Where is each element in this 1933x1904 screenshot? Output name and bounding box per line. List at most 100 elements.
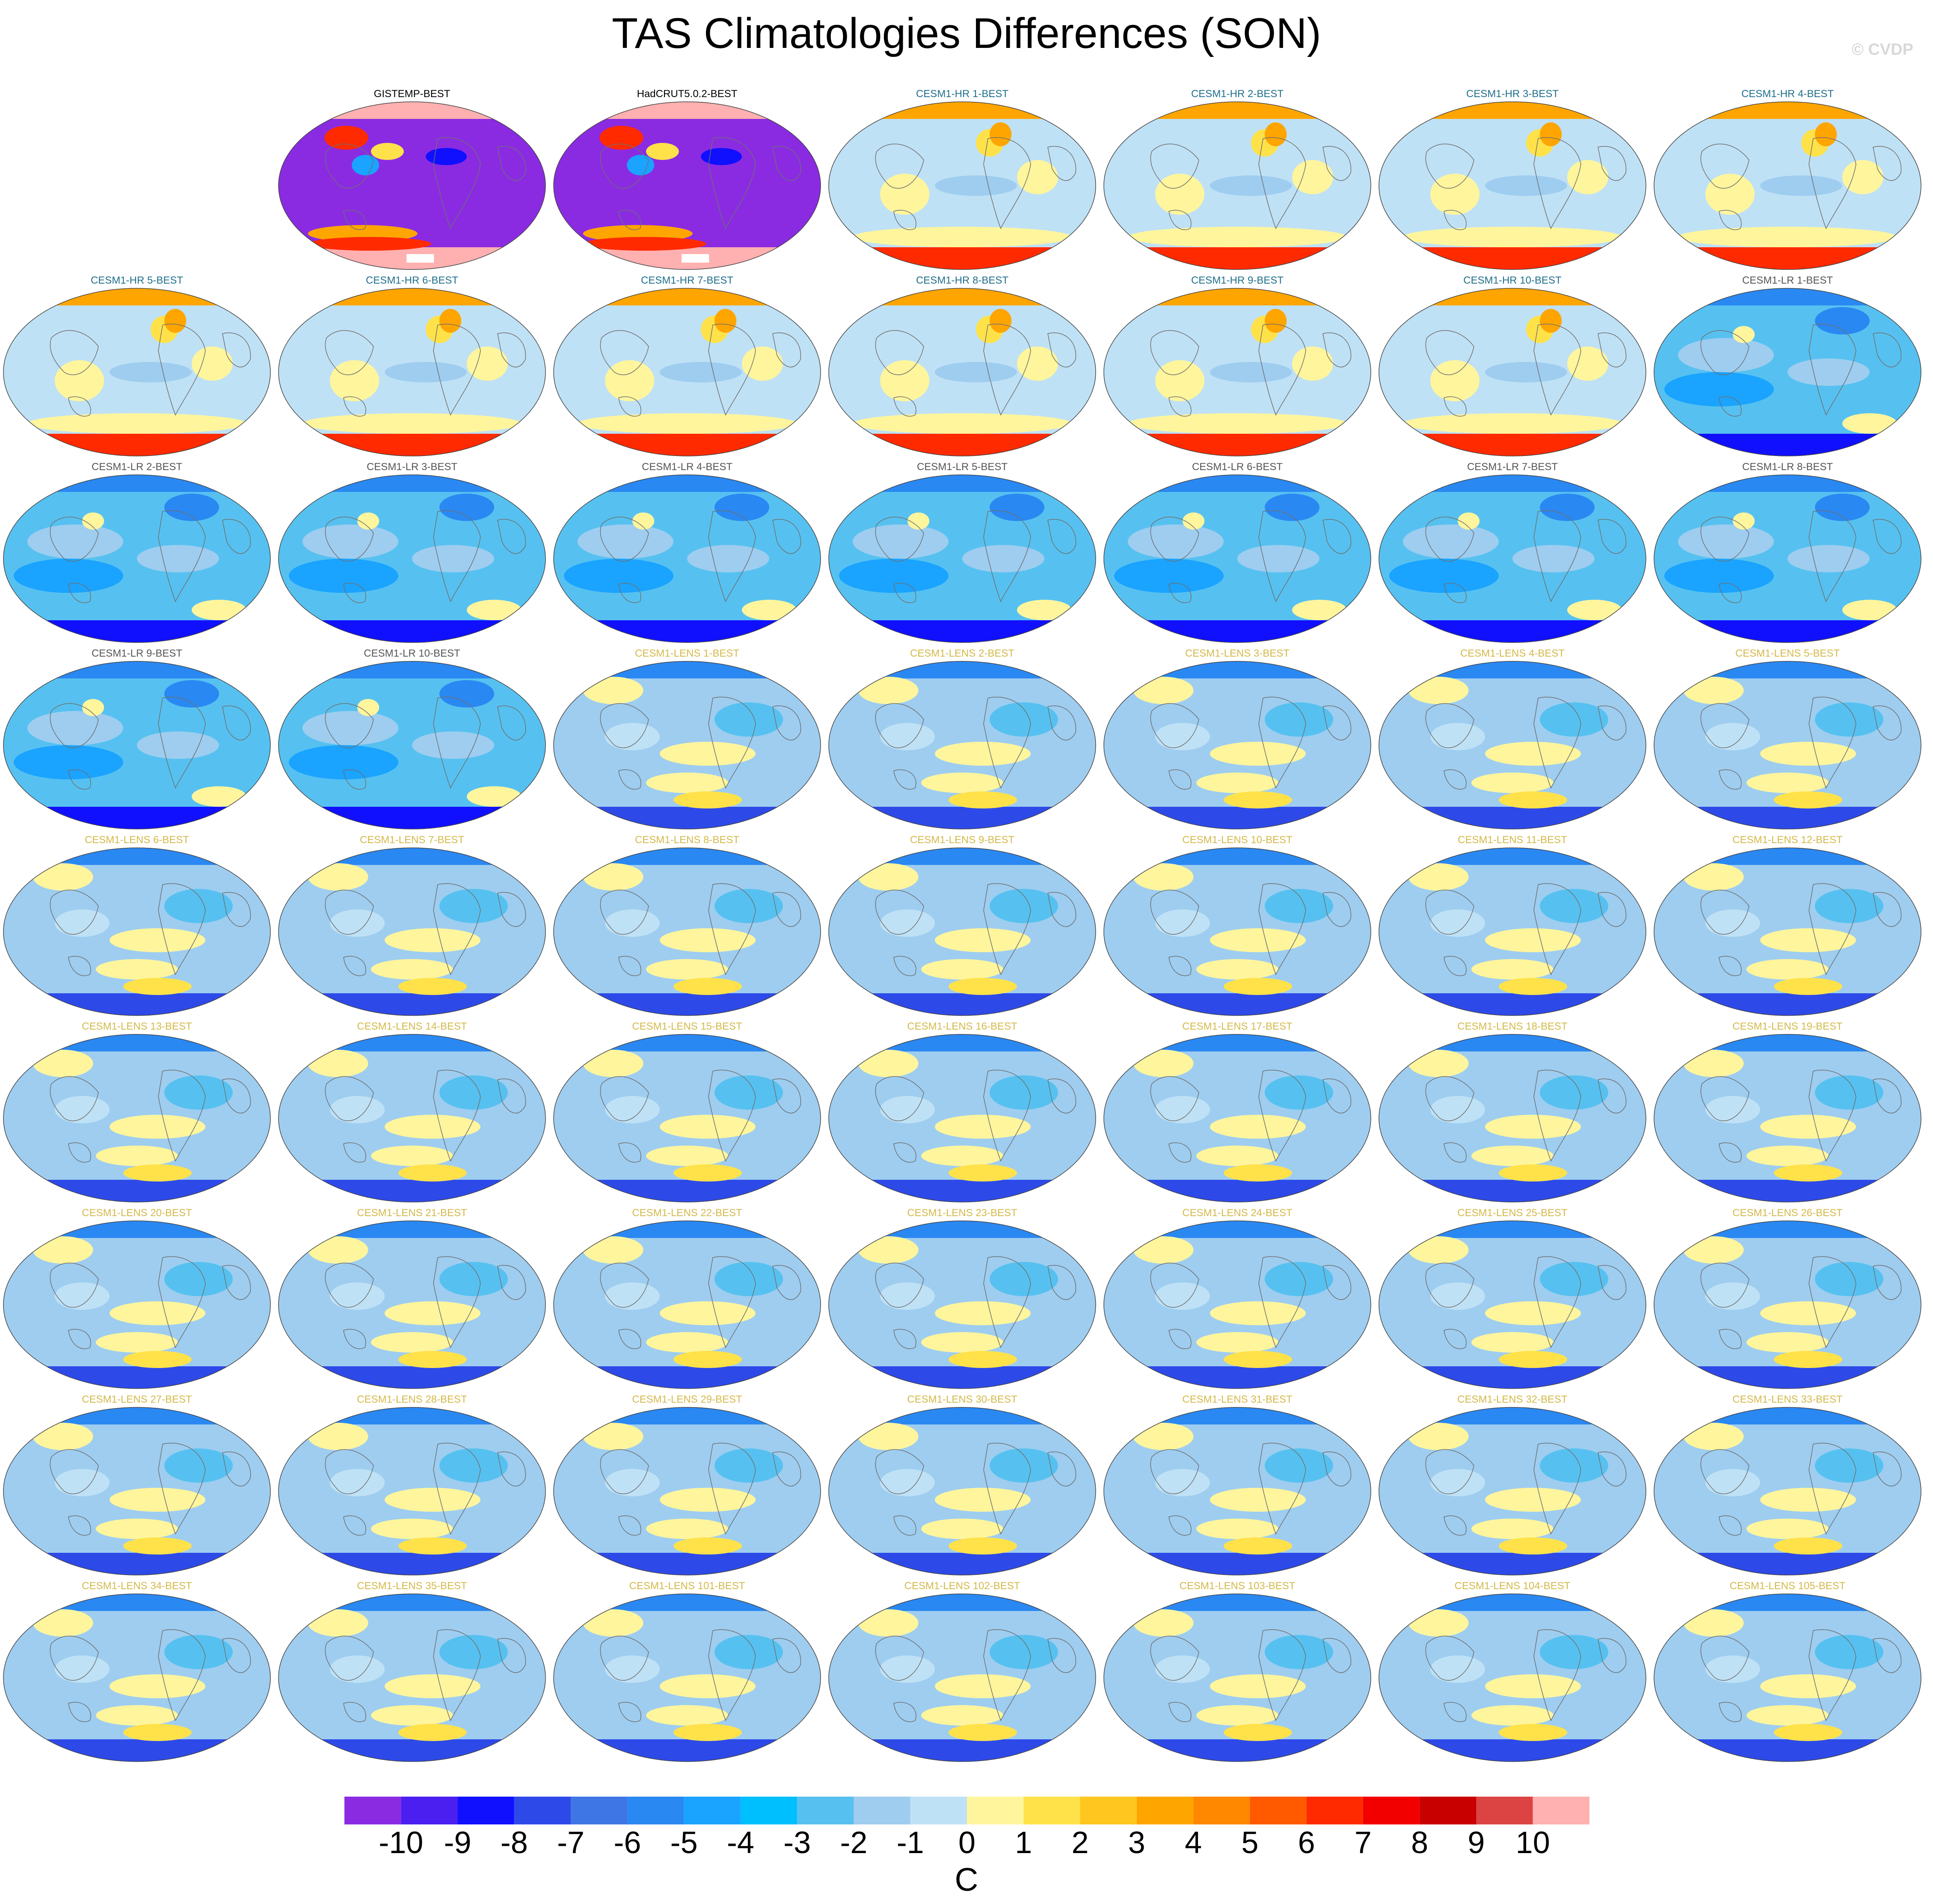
coastline xyxy=(600,703,649,748)
coastline xyxy=(1808,1069,1856,1162)
map-panel-title: HadCRUT5.0.2-BEST xyxy=(637,88,738,100)
anomaly-region xyxy=(1683,1050,1744,1077)
anomaly-region xyxy=(371,1332,453,1353)
coastline xyxy=(1873,1451,1902,1486)
anomaly-region xyxy=(1408,1423,1469,1450)
coastline xyxy=(325,703,374,748)
anomaly-region xyxy=(1705,174,1755,215)
anomaly-region xyxy=(1133,677,1194,704)
anomaly-region xyxy=(673,978,742,995)
coastline xyxy=(1444,210,1467,230)
map-panel: CESM1-LENS 29-BEST xyxy=(550,1394,824,1580)
anomaly-region xyxy=(385,362,467,382)
anomaly-region xyxy=(605,1655,660,1683)
coastline xyxy=(708,510,756,602)
map-panel: CESM1-LR 8-BEST xyxy=(1651,461,1924,648)
anomaly-region xyxy=(1017,600,1072,620)
anomaly-region xyxy=(1683,677,1744,704)
map-panel-title: CESM1-LENS 14-BEST xyxy=(357,1021,467,1032)
anomaly-region xyxy=(439,680,494,708)
coastline xyxy=(875,703,924,748)
coastline xyxy=(1150,143,1199,189)
anomaly-region xyxy=(110,1488,205,1512)
world-map xyxy=(553,101,821,270)
coastline xyxy=(600,1635,649,1681)
anomaly-region xyxy=(14,745,123,779)
chart-title: TAS Climatologies Differences (SON) xyxy=(612,9,1321,57)
anomaly-region xyxy=(673,791,742,808)
anomaly-region xyxy=(1471,959,1554,980)
anomaly-region xyxy=(1408,1050,1469,1077)
coastline xyxy=(708,323,756,416)
anomaly-region xyxy=(1292,346,1333,381)
map-border xyxy=(3,288,271,456)
map-panel-title: CESM1-LR 3-BEST xyxy=(366,461,458,473)
anomaly-region xyxy=(1512,545,1595,572)
coastline xyxy=(497,705,526,740)
anomaly-region xyxy=(1017,346,1058,381)
polar-anomaly-band xyxy=(279,1553,546,1575)
polar-anomaly-band xyxy=(829,1594,1096,1611)
anomaly-region xyxy=(1265,494,1319,521)
coastline xyxy=(772,1451,801,1486)
world-map xyxy=(3,474,271,643)
anomaly-region xyxy=(308,1609,368,1637)
coastline xyxy=(343,583,366,603)
anomaly-region xyxy=(660,742,756,766)
coastline xyxy=(1700,1449,1749,1494)
coastline xyxy=(1425,1635,1474,1681)
map-border xyxy=(3,1593,271,1762)
anomaly-region xyxy=(1678,524,1774,559)
coastline xyxy=(50,1262,99,1308)
coastline xyxy=(1808,323,1856,416)
coastline xyxy=(343,956,366,976)
anomaly-region xyxy=(82,699,104,716)
anomaly-region xyxy=(660,1115,756,1139)
anomaly-region xyxy=(467,346,508,381)
coastline xyxy=(772,332,801,367)
coastline xyxy=(1533,1629,1581,1721)
map-panel-title: CESM1-LENS 12-BEST xyxy=(1732,834,1843,846)
map-panel: CESM1-LENS 7-BEST xyxy=(275,834,549,1021)
anomaly-region xyxy=(164,1635,233,1669)
coastline xyxy=(1047,519,1076,554)
coastline xyxy=(600,330,649,375)
polar-anomaly-band xyxy=(829,1221,1096,1238)
anomaly-region xyxy=(1499,791,1567,808)
anomaly-region xyxy=(742,346,783,381)
coastline xyxy=(68,1515,91,1536)
anomaly-region xyxy=(330,1096,385,1123)
polar-anomaly-band xyxy=(554,661,821,678)
coastline xyxy=(325,1262,374,1308)
polar-anomaly-band xyxy=(1104,993,1371,1016)
colorbar-tick-label: 6 xyxy=(1298,1826,1315,1860)
colorbar-swatch xyxy=(967,1797,1024,1824)
polar-anomaly-band xyxy=(1379,288,1646,305)
polar-anomaly-band xyxy=(829,1553,1096,1575)
polar-anomaly-band xyxy=(1104,1407,1371,1424)
coastline xyxy=(893,1702,916,1722)
map-panel-title: CESM1-LENS 101-BEST xyxy=(629,1580,745,1592)
anomaly-region xyxy=(564,559,673,593)
anomaly-region xyxy=(371,143,404,160)
anomaly-region xyxy=(1196,959,1278,980)
coastline xyxy=(875,1076,924,1121)
coastline xyxy=(158,1256,206,1348)
anomaly-region xyxy=(1224,1164,1292,1181)
anomaly-region xyxy=(714,702,783,737)
coastline xyxy=(1700,1635,1749,1681)
colorbar-tick-label: 0 xyxy=(958,1826,975,1860)
coastline xyxy=(618,583,641,603)
polar-anomaly-band xyxy=(279,1034,546,1051)
anomaly-region xyxy=(660,1674,756,1698)
coastline xyxy=(983,137,1031,229)
coastline xyxy=(1873,705,1902,740)
coastline xyxy=(893,1142,916,1163)
map-panel: CESM1-HR 4-BEST xyxy=(1651,88,1924,275)
polar-anomaly-band xyxy=(1379,620,1646,643)
anomaly-region xyxy=(1760,928,1856,952)
anomaly-region xyxy=(1499,1351,1567,1368)
anomaly-region xyxy=(1842,160,1883,194)
coastline xyxy=(1150,1449,1199,1494)
world-map xyxy=(278,661,546,829)
